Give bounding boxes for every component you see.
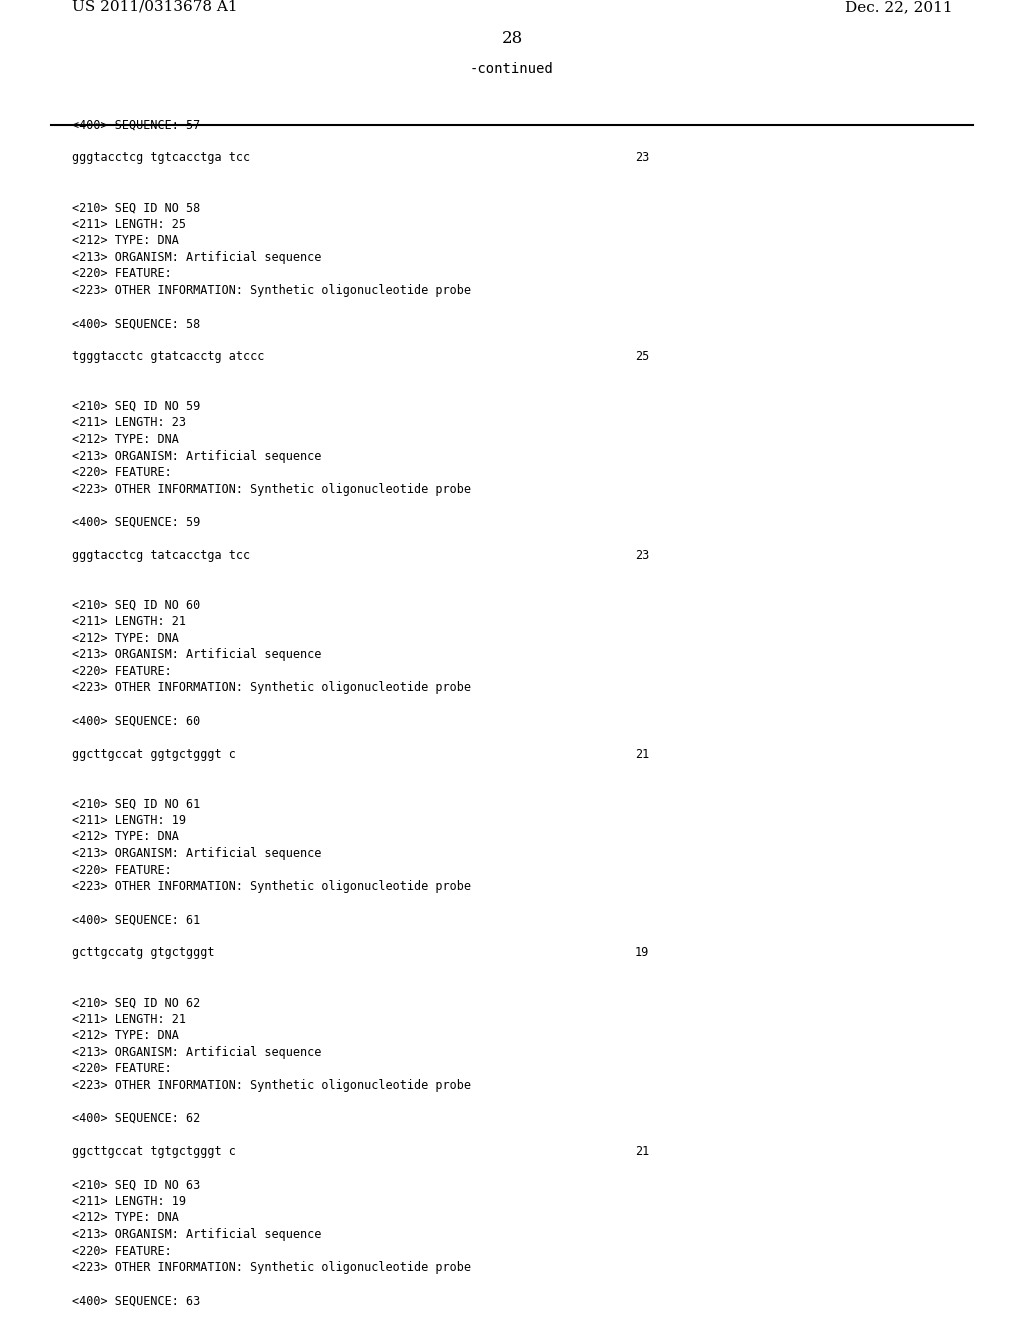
Text: <213> ORGANISM: Artificial sequence: <213> ORGANISM: Artificial sequence [72,1228,322,1241]
Text: <400> SEQUENCE: 58: <400> SEQUENCE: 58 [72,317,200,330]
Text: <211> LENGTH: 21: <211> LENGTH: 21 [72,1012,185,1026]
Text: <210> SEQ ID NO 60: <210> SEQ ID NO 60 [72,598,200,611]
Text: <213> ORGANISM: Artificial sequence: <213> ORGANISM: Artificial sequence [72,1045,322,1059]
Text: <213> ORGANISM: Artificial sequence: <213> ORGANISM: Artificial sequence [72,251,322,264]
Text: <211> LENGTH: 19: <211> LENGTH: 19 [72,814,185,826]
Text: gcttgccatg gtgctgggt: gcttgccatg gtgctgggt [72,946,214,960]
Text: <212> TYPE: DNA: <212> TYPE: DNA [72,234,178,247]
Text: <400> SEQUENCE: 60: <400> SEQUENCE: 60 [72,714,200,727]
Text: <220> FEATURE:: <220> FEATURE: [72,863,171,876]
Text: <400> SEQUENCE: 63: <400> SEQUENCE: 63 [72,1294,200,1307]
Text: US 2011/0313678 A1: US 2011/0313678 A1 [72,0,238,15]
Text: gggtacctcg tgtcacctga tcc: gggtacctcg tgtcacctga tcc [72,152,250,165]
Text: 21: 21 [635,747,649,760]
Text: <220> FEATURE:: <220> FEATURE: [72,665,171,678]
Text: Dec. 22, 2011: Dec. 22, 2011 [845,0,952,15]
Text: <223> OTHER INFORMATION: Synthetic oligonucleotide probe: <223> OTHER INFORMATION: Synthetic oligo… [72,483,471,496]
Text: ggcttgccat tgtgctgggt c: ggcttgccat tgtgctgggt c [72,1146,236,1158]
Text: 21: 21 [635,1146,649,1158]
Text: <220> FEATURE:: <220> FEATURE: [72,268,171,280]
Text: <223> OTHER INFORMATION: Synthetic oligonucleotide probe: <223> OTHER INFORMATION: Synthetic oligo… [72,284,471,297]
Text: <223> OTHER INFORMATION: Synthetic oligonucleotide probe: <223> OTHER INFORMATION: Synthetic oligo… [72,880,471,894]
Text: <400> SEQUENCE: 59: <400> SEQUENCE: 59 [72,516,200,529]
Text: <210> SEQ ID NO 58: <210> SEQ ID NO 58 [72,201,200,214]
Text: <220> FEATURE:: <220> FEATURE: [72,466,171,479]
Text: tgggtacctc gtatcacctg atccc: tgggtacctc gtatcacctg atccc [72,350,264,363]
Text: <212> TYPE: DNA: <212> TYPE: DNA [72,433,178,446]
Text: <213> ORGANISM: Artificial sequence: <213> ORGANISM: Artificial sequence [72,648,322,661]
Text: <213> ORGANISM: Artificial sequence: <213> ORGANISM: Artificial sequence [72,847,322,861]
Text: <210> SEQ ID NO 62: <210> SEQ ID NO 62 [72,997,200,1008]
Text: <212> TYPE: DNA: <212> TYPE: DNA [72,1212,178,1225]
Text: ggcttgccat ggtgctgggt c: ggcttgccat ggtgctgggt c [72,747,236,760]
Text: <211> LENGTH: 25: <211> LENGTH: 25 [72,218,185,231]
Text: <400> SEQUENCE: 57: <400> SEQUENCE: 57 [72,119,200,131]
Text: 19: 19 [635,946,649,960]
Text: 23: 23 [635,549,649,562]
Text: <212> TYPE: DNA: <212> TYPE: DNA [72,632,178,644]
Text: <220> FEATURE:: <220> FEATURE: [72,1063,171,1076]
Text: <212> TYPE: DNA: <212> TYPE: DNA [72,1030,178,1043]
Text: -continued: -continued [470,62,554,75]
Text: <223> OTHER INFORMATION: Synthetic oligonucleotide probe: <223> OTHER INFORMATION: Synthetic oligo… [72,1078,471,1092]
Text: <210> SEQ ID NO 59: <210> SEQ ID NO 59 [72,400,200,413]
Text: <400> SEQUENCE: 62: <400> SEQUENCE: 62 [72,1111,200,1125]
Text: 28: 28 [502,29,522,46]
Text: <223> OTHER INFORMATION: Synthetic oligonucleotide probe: <223> OTHER INFORMATION: Synthetic oligo… [72,1261,471,1274]
Text: 25: 25 [635,350,649,363]
Text: <212> TYPE: DNA: <212> TYPE: DNA [72,830,178,843]
Text: <210> SEQ ID NO 63: <210> SEQ ID NO 63 [72,1179,200,1191]
Text: <213> ORGANISM: Artificial sequence: <213> ORGANISM: Artificial sequence [72,450,322,462]
Text: <211> LENGTH: 21: <211> LENGTH: 21 [72,615,185,628]
Text: gggtacctcg tatcacctga tcc: gggtacctcg tatcacctga tcc [72,549,250,562]
Text: <400> SEQUENCE: 61: <400> SEQUENCE: 61 [72,913,200,927]
Text: <211> LENGTH: 19: <211> LENGTH: 19 [72,1195,185,1208]
Text: 23: 23 [635,152,649,165]
Text: <220> FEATURE:: <220> FEATURE: [72,1245,171,1258]
Text: <223> OTHER INFORMATION: Synthetic oligonucleotide probe: <223> OTHER INFORMATION: Synthetic oligo… [72,681,471,694]
Text: <210> SEQ ID NO 61: <210> SEQ ID NO 61 [72,797,200,810]
Text: <211> LENGTH: 23: <211> LENGTH: 23 [72,416,185,429]
